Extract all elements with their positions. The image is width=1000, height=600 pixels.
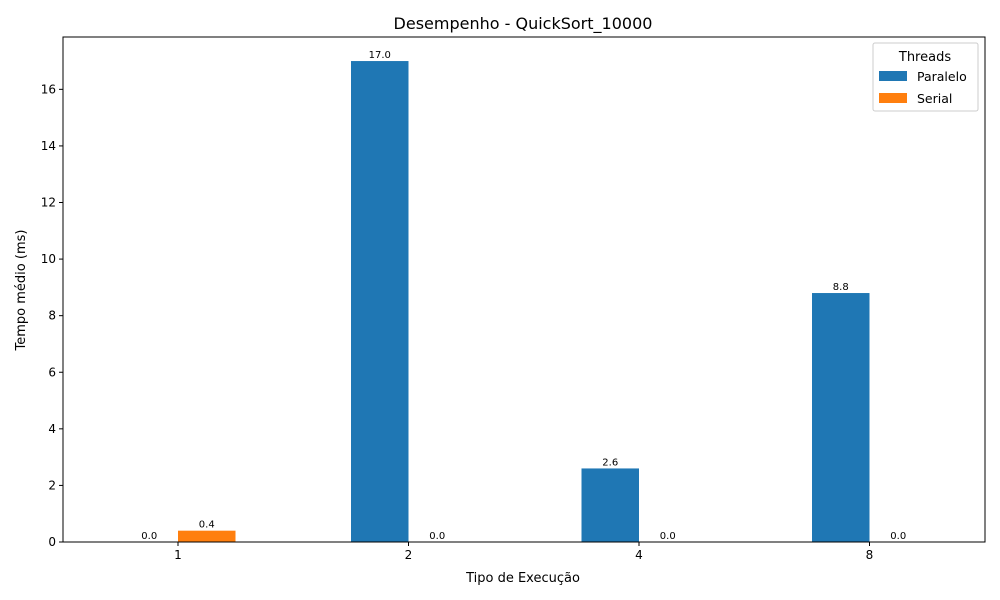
y-tick-label-16: 16 <box>41 82 56 96</box>
legend-label-serial: Serial <box>917 91 952 106</box>
y-tick-label-12: 12 <box>41 196 56 210</box>
x-tick-label-1: 1 <box>174 548 182 562</box>
y-tick-label-4: 4 <box>48 422 56 436</box>
y-tick-label-6: 6 <box>48 365 56 379</box>
legend-label-paralelo: Paralelo <box>917 69 967 84</box>
y-tick-label-14: 14 <box>41 139 56 153</box>
data-label-paralelo-1: 0.0 <box>141 531 157 542</box>
bar-paralelo-8 <box>812 293 870 542</box>
x-tick-label-2: 2 <box>405 548 413 562</box>
y-axis-label: Tempo médio (ms) <box>14 230 29 352</box>
data-label-serial-4: 0.0 <box>660 531 676 542</box>
y-tick-label-2: 2 <box>48 478 56 492</box>
legend-title: Threads <box>898 50 951 65</box>
chart-title: Desempenho - QuickSort_10000 <box>394 14 653 34</box>
bar-serial-1 <box>178 530 236 542</box>
plot-frame <box>62 36 986 543</box>
y-tick-label-10: 10 <box>41 252 56 266</box>
data-label-serial-2: 0.0 <box>429 531 445 542</box>
legend: Threads Paralelo Serial <box>872 42 979 112</box>
data-label-serial-8: 0.0 <box>890 531 906 542</box>
data-label-serial-1: 0.4 <box>199 520 215 531</box>
y-tick-label-8: 8 <box>48 309 56 323</box>
data-label-paralelo-2: 17.0 <box>369 50 391 61</box>
y-tick-label-0: 0 <box>48 535 56 549</box>
legend-swatch-paralelo <box>879 71 907 81</box>
data-label-paralelo-4: 2.6 <box>602 457 618 468</box>
legend-items: Paralelo Serial <box>879 69 967 106</box>
bar-paralelo-2 <box>351 61 409 543</box>
data-label-paralelo-8: 8.8 <box>833 282 849 293</box>
x-tick-label-8: 8 <box>866 548 874 562</box>
x-axis-label: Tipo de Execução <box>465 571 580 586</box>
x-tick-label-4: 4 <box>635 548 643 562</box>
bar-paralelo-4 <box>581 468 639 542</box>
legend-swatch-serial <box>879 93 907 103</box>
